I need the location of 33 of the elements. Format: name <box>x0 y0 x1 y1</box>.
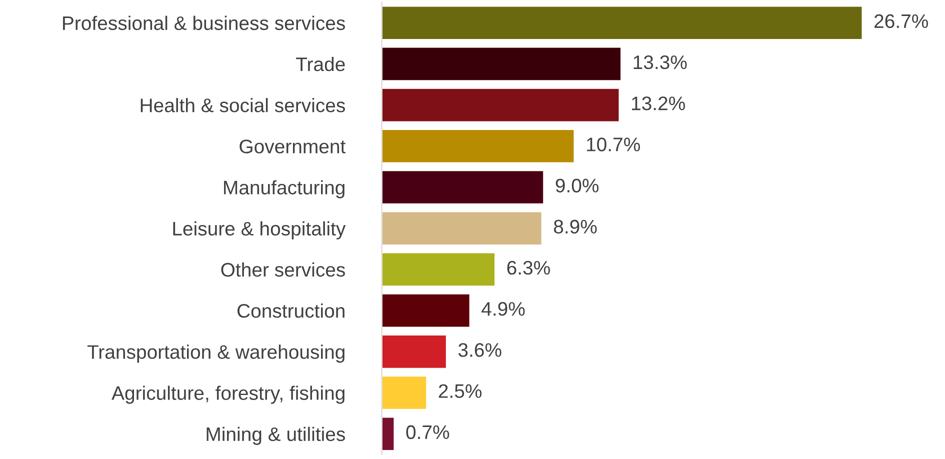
y-tick-label: Construction <box>238 304 344 318</box>
data-label: 10.7% <box>586 138 640 152</box>
y-tick-label: Government <box>240 140 346 154</box>
y-tick-label: Health & social services <box>140 98 345 112</box>
data-label: 13.3% <box>634 55 687 70</box>
y-tick-label: Other services <box>221 262 345 277</box>
bar <box>382 416 396 452</box>
data-label: 4.9% <box>482 302 525 316</box>
bar <box>382 170 544 205</box>
data-label: 0.7% <box>406 425 450 440</box>
data-label: 9.0% <box>556 178 599 192</box>
data-label: 6.3% <box>507 260 550 275</box>
y-tick-label: Trade <box>296 56 345 72</box>
bar <box>382 210 543 246</box>
y-tick-label: Mining & utilities <box>206 426 345 445</box>
bar <box>382 375 428 410</box>
bar <box>382 46 622 82</box>
bar <box>382 252 496 287</box>
bar <box>382 293 471 328</box>
y-tick-label: Manufacturing <box>224 180 344 198</box>
data-label: 13.2% <box>632 96 685 110</box>
data-label: 3.6% <box>458 343 502 357</box>
bar <box>382 334 448 370</box>
y-tick-label: Agriculture, forestry, fishing <box>112 386 344 404</box>
y-tick-label: Leisure & hospitality <box>173 221 346 240</box>
y-tick-label: Transportation & warehousing <box>87 344 344 363</box>
bar <box>382 88 620 123</box>
bar <box>382 128 576 164</box>
data-label: 26.7% <box>874 14 928 28</box>
data-label: 8.9% <box>554 220 597 234</box>
y-tick-label: Professional & business services <box>63 16 345 30</box>
bar <box>382 5 864 40</box>
data-label: 2.5% <box>438 384 482 398</box>
